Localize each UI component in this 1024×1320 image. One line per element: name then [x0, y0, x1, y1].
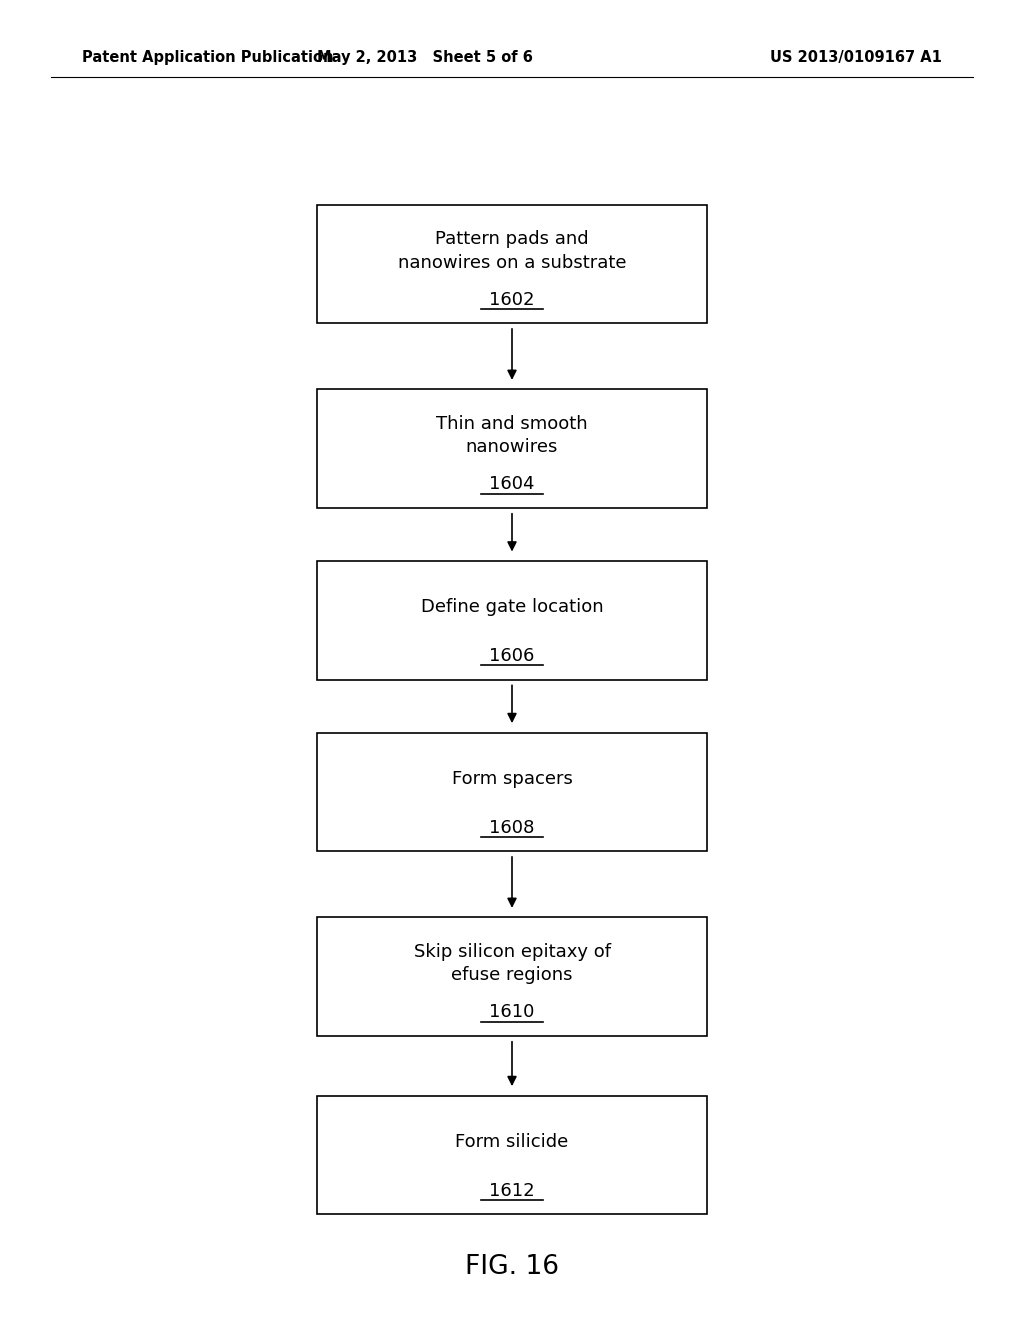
Text: Pattern pads and
nanowires on a substrate: Pattern pads and nanowires on a substrat… [397, 230, 627, 272]
FancyBboxPatch shape [317, 1096, 707, 1214]
Text: Form spacers: Form spacers [452, 770, 572, 788]
Text: May 2, 2013   Sheet 5 of 6: May 2, 2013 Sheet 5 of 6 [317, 50, 532, 65]
FancyBboxPatch shape [317, 561, 707, 680]
Text: Patent Application Publication: Patent Application Publication [82, 50, 334, 65]
Text: FIG. 16: FIG. 16 [465, 1254, 559, 1280]
FancyBboxPatch shape [317, 205, 707, 323]
Text: Thin and smooth
nanowires: Thin and smooth nanowires [436, 414, 588, 457]
Text: Skip silicon epitaxy of
efuse regions: Skip silicon epitaxy of efuse regions [414, 942, 610, 985]
FancyBboxPatch shape [317, 733, 707, 851]
Text: 1610: 1610 [489, 1003, 535, 1022]
Text: 1612: 1612 [489, 1181, 535, 1200]
Text: 1602: 1602 [489, 290, 535, 309]
Text: 1608: 1608 [489, 818, 535, 837]
FancyBboxPatch shape [317, 389, 707, 508]
Text: 1606: 1606 [489, 647, 535, 665]
Text: Form silicide: Form silicide [456, 1133, 568, 1151]
Text: US 2013/0109167 A1: US 2013/0109167 A1 [770, 50, 942, 65]
Text: Define gate location: Define gate location [421, 598, 603, 616]
FancyBboxPatch shape [317, 917, 707, 1036]
Text: 1604: 1604 [489, 475, 535, 494]
